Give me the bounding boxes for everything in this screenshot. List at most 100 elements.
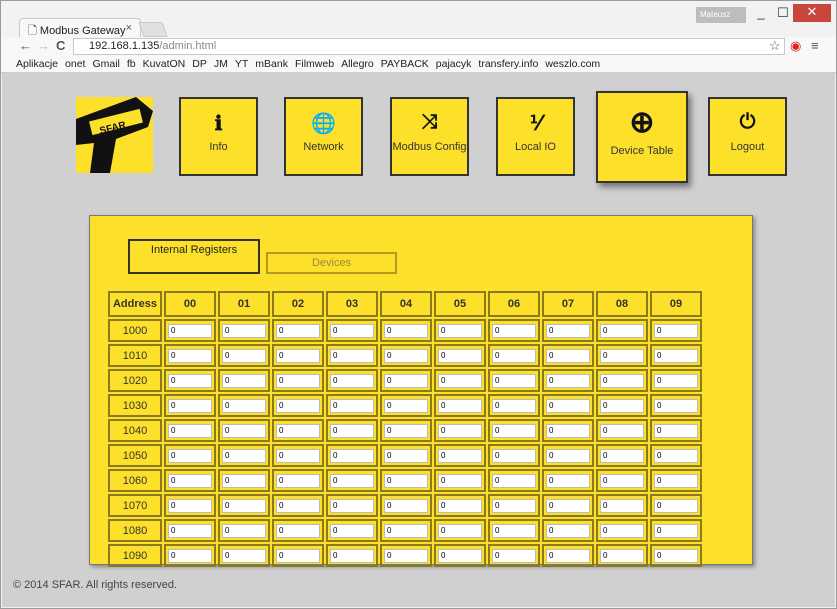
- bookmark-dp[interactable]: DP: [192, 58, 207, 70]
- register-input[interactable]: [600, 373, 644, 388]
- register-input[interactable]: [384, 498, 428, 513]
- register-input[interactable]: [546, 348, 590, 363]
- register-input[interactable]: [276, 473, 320, 488]
- register-input[interactable]: [438, 323, 482, 338]
- register-input[interactable]: [384, 323, 428, 338]
- bookmark-payback[interactable]: PAYBACK: [380, 58, 429, 70]
- register-input[interactable]: [654, 473, 698, 488]
- bookmark-aplikacje[interactable]: Aplikacje: [16, 58, 59, 70]
- user-badge[interactable]: Mateusz: [696, 7, 746, 23]
- nav-network-button[interactable]: 🌐 Network: [284, 97, 363, 176]
- star-icon[interactable]: ☆: [769, 38, 781, 53]
- register-input[interactable]: [492, 423, 536, 438]
- register-input[interactable]: [384, 523, 428, 538]
- register-input[interactable]: [168, 448, 212, 463]
- bookmark-mbank[interactable]: mBank: [255, 58, 288, 70]
- register-input[interactable]: [330, 523, 374, 538]
- minimize-button[interactable]: _: [757, 5, 765, 20]
- register-input[interactable]: [222, 498, 266, 513]
- register-input[interactable]: [546, 423, 590, 438]
- register-input[interactable]: [222, 548, 266, 563]
- register-input[interactable]: [438, 423, 482, 438]
- nav-modbus-config-button[interactable]: ⤨ Modbus Config: [390, 97, 469, 176]
- register-input[interactable]: [276, 348, 320, 363]
- register-input[interactable]: [168, 323, 212, 338]
- register-input[interactable]: [168, 398, 212, 413]
- bookmark-gmail[interactable]: Gmail: [92, 58, 120, 70]
- register-input[interactable]: [654, 423, 698, 438]
- register-input[interactable]: [384, 548, 428, 563]
- register-input[interactable]: [330, 373, 374, 388]
- register-input[interactable]: [168, 423, 212, 438]
- register-input[interactable]: [330, 473, 374, 488]
- register-input[interactable]: [222, 348, 266, 363]
- register-input[interactable]: [654, 323, 698, 338]
- register-input[interactable]: [438, 498, 482, 513]
- register-input[interactable]: [492, 548, 536, 563]
- register-input[interactable]: [654, 398, 698, 413]
- bookmark-onet[interactable]: onet: [65, 58, 86, 70]
- url-input[interactable]: 192.168.1.135/admin.html: [73, 38, 785, 55]
- register-input[interactable]: [276, 323, 320, 338]
- back-icon[interactable]: ←: [19, 38, 32, 53]
- register-input[interactable]: [330, 348, 374, 363]
- register-input[interactable]: [546, 373, 590, 388]
- register-input[interactable]: [222, 423, 266, 438]
- register-input[interactable]: [438, 523, 482, 538]
- register-input[interactable]: [276, 398, 320, 413]
- register-input[interactable]: [330, 398, 374, 413]
- register-input[interactable]: [654, 498, 698, 513]
- register-input[interactable]: [276, 548, 320, 563]
- register-input[interactable]: [222, 373, 266, 388]
- register-input[interactable]: [276, 373, 320, 388]
- register-input[interactable]: [384, 423, 428, 438]
- register-input[interactable]: [384, 398, 428, 413]
- bookmark-transfery-info[interactable]: transfery.info: [478, 58, 539, 70]
- register-input[interactable]: [330, 498, 374, 513]
- register-input[interactable]: [438, 348, 482, 363]
- bookmark-weszlo-com[interactable]: weszlo.com: [545, 58, 601, 70]
- register-input[interactable]: [600, 523, 644, 538]
- register-input[interactable]: [546, 548, 590, 563]
- register-input[interactable]: [654, 523, 698, 538]
- menu-icon[interactable]: ≡: [811, 38, 819, 53]
- register-input[interactable]: [222, 523, 266, 538]
- register-input[interactable]: [438, 373, 482, 388]
- nav-device-table-button[interactable]: ⊕ Device Table: [596, 91, 688, 183]
- register-input[interactable]: [492, 448, 536, 463]
- register-input[interactable]: [438, 398, 482, 413]
- new-tab-button[interactable]: [138, 22, 168, 37]
- register-input[interactable]: [546, 523, 590, 538]
- register-input[interactable]: [438, 548, 482, 563]
- bookmark-jm[interactable]: JM: [213, 58, 228, 70]
- register-input[interactable]: [330, 423, 374, 438]
- bookmark-fb[interactable]: fb: [126, 58, 136, 70]
- register-input[interactable]: [384, 348, 428, 363]
- register-input[interactable]: [276, 423, 320, 438]
- register-input[interactable]: [654, 348, 698, 363]
- bookmark-allegro[interactable]: Allegro: [341, 58, 374, 70]
- register-input[interactable]: [492, 498, 536, 513]
- register-input[interactable]: [330, 548, 374, 563]
- bookmark-kuvaton[interactable]: KuvatON: [142, 58, 186, 70]
- register-input[interactable]: [546, 473, 590, 488]
- register-input[interactable]: [384, 373, 428, 388]
- register-input[interactable]: [168, 473, 212, 488]
- register-input[interactable]: [546, 323, 590, 338]
- register-input[interactable]: [222, 473, 266, 488]
- register-input[interactable]: [654, 448, 698, 463]
- bookmark-pajacyk[interactable]: pajacyk: [435, 58, 472, 70]
- nav-local-io-button[interactable]: ⅟ Local IO: [496, 97, 575, 176]
- register-input[interactable]: [492, 348, 536, 363]
- register-input[interactable]: [546, 398, 590, 413]
- register-input[interactable]: [492, 523, 536, 538]
- register-input[interactable]: [654, 373, 698, 388]
- register-input[interactable]: [276, 448, 320, 463]
- register-input[interactable]: [222, 323, 266, 338]
- register-input[interactable]: [492, 323, 536, 338]
- forward-icon[interactable]: →: [37, 38, 50, 53]
- register-input[interactable]: [438, 448, 482, 463]
- register-input[interactable]: [600, 423, 644, 438]
- register-input[interactable]: [222, 448, 266, 463]
- register-input[interactable]: [330, 448, 374, 463]
